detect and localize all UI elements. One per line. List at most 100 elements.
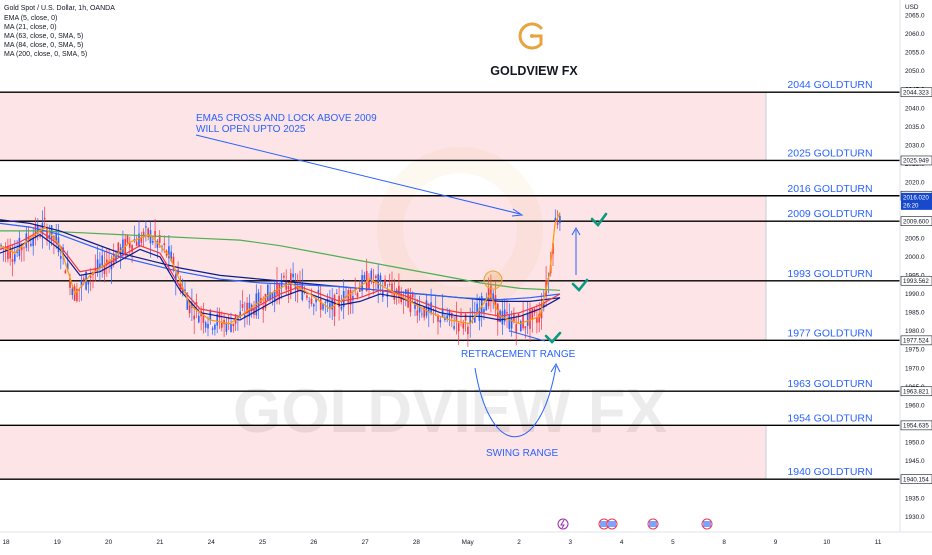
swing-range-label: SWING RANGE [486,448,559,459]
candle-body [145,226,147,228]
candle-body [147,228,149,238]
y-tick-label: 2055.0 [905,50,925,57]
candle-body [361,275,363,292]
candle-body [510,318,513,329]
x-tick-label: 19 [54,539,62,546]
candle-body [457,323,460,332]
candle-body [112,253,115,265]
price-badge-label: 1963.821 [903,388,929,395]
price-badge-label: 2016.020 [903,195,929,202]
candle-body [375,275,377,279]
candle-body [416,310,419,316]
candle-body [158,235,161,243]
swing-range-arrow-head [550,362,561,373]
candle-body [96,259,99,271]
goldturn-label: 1940 GOLDTURN [787,466,872,478]
candle-body [407,289,409,308]
price-badge [900,275,932,286]
candle-body [471,311,474,313]
legend-ema5[interactable]: EMA (5, close, 0) [4,15,57,22]
y-tick-label: 1990.0 [905,291,925,298]
candle-body [372,280,375,284]
event-markers[interactable] [557,518,713,530]
candle-body [244,315,246,318]
price-axis[interactable]: USD 1930.01935.01940.01945.01950.01955.0… [899,0,932,532]
candle-body [218,313,221,318]
candle-body [122,239,124,253]
candle-body [66,263,69,270]
candle-body [184,289,186,292]
x-tick-label: 4 [620,539,624,546]
annotation-drawings [195,134,608,438]
candle-body [478,308,481,321]
legend-ma21[interactable]: MA (21, close, 0) [4,24,57,31]
candle-body [480,296,483,314]
candle-body [276,280,278,295]
candle-body [9,246,11,259]
price-badge [900,155,932,166]
candle-body [257,292,260,309]
us-flag-icon[interactable] [647,518,659,530]
candle-body [448,310,451,317]
candle-body [508,314,511,329]
candle-body [149,230,152,244]
candle-body [359,288,361,292]
candle-body [522,315,524,329]
brand-logo-dot [530,34,534,38]
price-badge-label: 1940.154 [903,476,929,483]
time-axis[interactable]: 18 19 20 21 24 25 26 27 28 May 2 3 4 5 8 9 10 11 [0,531,932,550]
candle-body [559,216,561,224]
candle-body [71,288,74,296]
candle-body [11,259,14,262]
y-tick-label: 1950.0 [905,440,925,447]
candle-body [76,288,78,301]
price-badge [900,386,932,397]
candle-body [283,275,285,278]
candle-body [55,232,57,242]
candle-body [262,307,264,310]
candle-body [317,290,320,293]
price-badge [900,87,932,98]
candle-body [299,280,301,283]
candle-body [469,316,471,324]
candle-body [211,328,214,330]
legend-ma200[interactable]: MA (200, close, 0, SMA, 5) [4,51,87,58]
candle-body [384,279,386,287]
candle-body [216,314,218,326]
legend-ma84[interactable]: MA (84, close, 0, SMA, 5) [4,42,83,49]
candle-body [202,312,205,324]
x-tick-label: 8 [722,539,726,546]
price-badge [900,420,932,431]
ema-cross-note-line2: WILL OPEN UPTO 2025 [196,124,306,135]
goldturn-label: 1977 GOLDTURN [787,327,872,339]
x-tick-label: 25 [259,539,267,546]
y-tick-label: 1975.0 [905,347,925,354]
y-tick-label: 1960.0 [905,402,925,409]
chart-legend: Gold Spot / U.S. Dollar, 1h, OANDA EMA (… [4,5,115,58]
us-flag-icon[interactable] [606,518,618,530]
candle-body [278,284,281,300]
us-flag-icon[interactable] [701,518,713,530]
x-tick-label: 26 [310,539,318,546]
candle-body [451,312,453,319]
candle-body [87,281,90,285]
lightning-icon[interactable] [557,518,569,530]
candle-body [363,274,366,280]
candle-body [115,254,117,262]
ma-line [0,212,561,325]
goldturn-label: 2009 GOLDTURN [787,208,872,220]
price-axis-unit: USD [905,4,919,11]
goldturn-label: 2016 GOLDTURN [787,183,872,195]
candle-body [280,281,283,288]
candle-body [336,293,338,294]
legend-ma63[interactable]: MA (63, close, 0, SMA, 5) [4,33,83,40]
candle-body [446,315,448,320]
price-badge [900,474,932,484]
candle-body [129,242,131,248]
candle-body [428,306,430,313]
candle-body [103,265,106,275]
x-tick-label: 5 [671,539,675,546]
candle-body [191,302,193,309]
candle-body [474,316,476,323]
ema-cross-arrow-line [195,134,521,215]
